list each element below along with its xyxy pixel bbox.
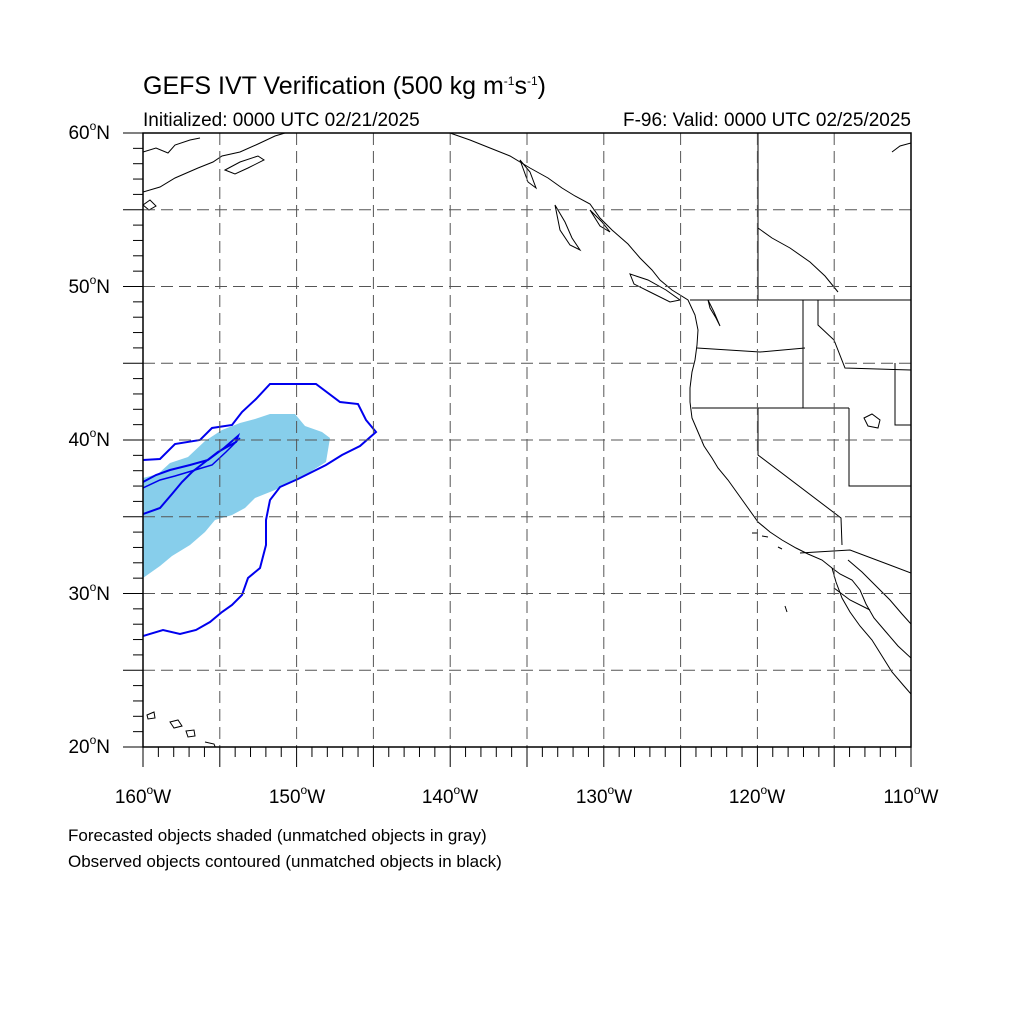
observed-footnote: Observed objects contoured (unmatched ob… [68,852,502,871]
title-exp2: -1 [526,74,538,88]
lon-label-140w: 140oW [421,783,479,808]
lat-label-60n: 60oN [68,119,110,144]
lat-label-40n: 40oN [68,426,110,451]
pacific-northwest-coast [449,133,833,569]
lat-label-50n: 50oN [68,273,110,298]
state-borders [690,133,911,611]
lon-label-120w: 120oW [728,783,786,808]
puget-sound [707,299,721,327]
lon-label-110w: 110oW [883,783,939,808]
title-main: GEFS IVT Verification (500 kg m [143,72,504,100]
initialized-time: Initialized: 0000 UTC 02/21/2025 [143,110,420,131]
forecast-footnote: Forecasted objects shaded (unmatched obj… [68,826,487,845]
lon-label-160w: 160oW [114,783,172,808]
map-frame [142,132,912,748]
forecast-object [143,414,330,578]
observed-object-outer [143,383,378,637]
channel-islands [752,532,788,613]
great-salt-lake [863,413,881,429]
observed-object-inner-2 [143,437,241,489]
baja-peninsula [831,567,911,695]
lat-label-20n: 20oN [68,733,110,758]
bc-islands [519,159,682,303]
hawaii-islands [146,711,216,747]
lon-label-130w: 130oW [575,783,633,808]
valid-time: F-96: Valid: 0000 UTC 02/25/2025 [623,110,911,131]
alaska-islands [143,155,265,211]
map-title: GEFS IVT Verification (500 kg m-1s-1) [143,72,546,101]
lon-label-150w: 150oW [268,783,326,808]
northern-interior-line [757,142,911,293]
title-exp1: -1 [503,74,515,88]
title-mid: s [514,72,527,100]
alaska-coast [143,133,286,193]
lat-label-30n: 30oN [68,580,110,605]
title-close: ) [537,72,546,100]
